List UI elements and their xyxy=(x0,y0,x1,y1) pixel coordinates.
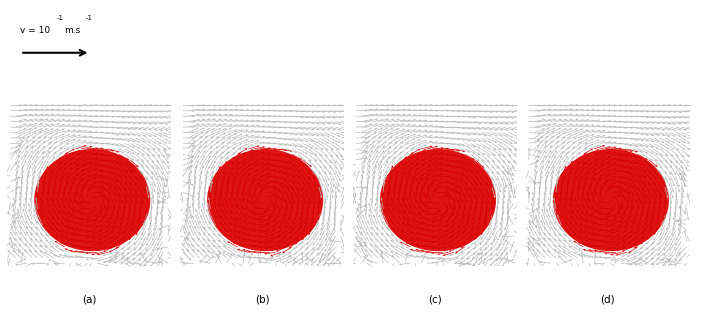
Text: -1: -1 xyxy=(644,43,651,49)
Text: m.s: m.s xyxy=(64,26,80,35)
Text: m.s: m.s xyxy=(432,47,448,56)
Text: -1: -1 xyxy=(471,40,478,46)
Text: v = 10: v = 10 xyxy=(373,47,402,56)
Text: m.s: m.s xyxy=(259,42,275,51)
Text: -1: -1 xyxy=(591,43,598,49)
Text: -4: -4 xyxy=(246,33,253,39)
Ellipse shape xyxy=(553,149,669,251)
Text: -1: -1 xyxy=(298,33,305,39)
Text: v = 10: v = 10 xyxy=(20,26,51,35)
Ellipse shape xyxy=(207,149,323,251)
Text: (b): (b) xyxy=(255,295,270,305)
Text: v = 10: v = 10 xyxy=(545,50,576,59)
Text: m.s: m.s xyxy=(604,50,621,59)
Ellipse shape xyxy=(380,149,496,251)
Ellipse shape xyxy=(34,149,150,251)
Text: -1: -1 xyxy=(86,15,93,21)
Text: -2: -2 xyxy=(418,40,425,46)
Text: -1: -1 xyxy=(57,15,64,21)
Text: (a): (a) xyxy=(82,295,96,305)
Text: v = 10: v = 10 xyxy=(199,42,230,51)
Text: (d): (d) xyxy=(600,295,615,305)
Text: (c): (c) xyxy=(428,295,442,305)
